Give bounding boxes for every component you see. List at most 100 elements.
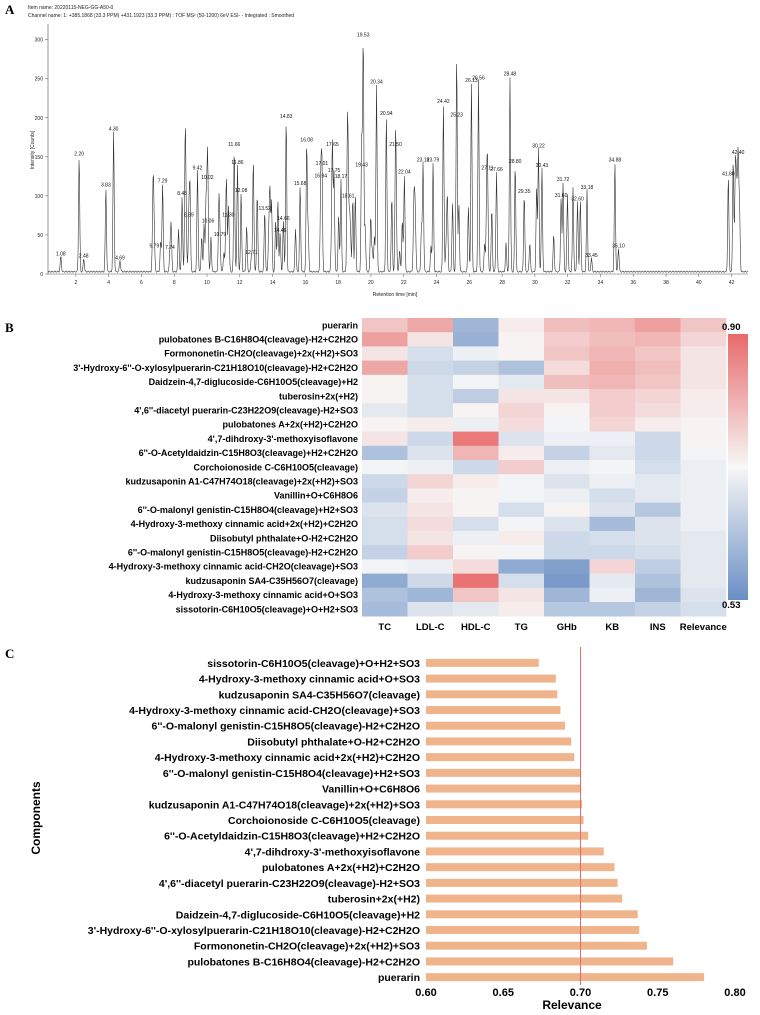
heatmap-cell [680, 403, 727, 418]
peak-label: 17.65 [326, 142, 339, 148]
peak-label: 14.46 [274, 228, 287, 234]
peak-label: 21.50 [389, 142, 402, 148]
relevance-tick-labels: 0.60 0.65 0.70 0.75 0.80 [415, 987, 745, 999]
heatmap-row-label: Formononetin-CH2O(cleavage)+2x(+H2)+SO3 [164, 349, 358, 359]
heatmap-cell [589, 360, 636, 376]
heatmap-row-label: 3'-Hydroxy-6''-O-xylosylpuerarin-C21H18O… [73, 363, 358, 373]
heatmap-cell [362, 332, 408, 347]
heatmap-cell [498, 545, 545, 560]
chromatogram-x-tick-label: 42 [729, 280, 735, 286]
relevance-xlabel: Relevance [542, 998, 602, 1012]
peak-label: 28.48 [504, 72, 517, 78]
peak-label: 12.71 [245, 250, 258, 256]
heatmap-cell [407, 573, 454, 589]
heatmap-cell [635, 587, 681, 603]
heatmap-cell [680, 502, 727, 518]
heatmap-cell [589, 445, 636, 461]
heatmap-column-label: INS [650, 622, 666, 633]
relevance-bar [426, 941, 647, 950]
heatmap-cell [544, 531, 590, 546]
relevance-tick-label: 0.75 [647, 987, 668, 999]
peak-label: 8.89 [184, 212, 194, 218]
peak-label: 23.79 [427, 158, 440, 164]
heatmap-cell [498, 431, 545, 447]
heatmap-cell [635, 445, 681, 461]
chromatogram-x-tick-label: 8 [173, 280, 176, 286]
peak-label: 33.45 [585, 253, 598, 259]
heatmap-cell [407, 587, 454, 603]
relevance-category-label: 4-Hydroxy-3-methoxy cinnamic acid+2x(+H2… [155, 752, 420, 764]
heatmap-cell [544, 602, 590, 617]
heatmap-cell [407, 559, 454, 574]
peak-label: 7.29 [158, 179, 168, 185]
peak-label: 27.11 [481, 165, 493, 171]
relevance-category-label: 6''-O-malonyl genistin-C15H8O5(cleavage)… [152, 721, 420, 733]
heatmap-row-label: Daidzein-4,7-diglucoside-C6H10O5(cleavag… [149, 377, 358, 387]
chromatogram-x-tick-label: 26 [467, 280, 473, 286]
heatmap-cell [407, 502, 454, 518]
heatmap-cell [635, 545, 681, 560]
chromatogram-x-tick-label: 4 [107, 280, 110, 286]
peak-label: 15.68 [294, 181, 307, 187]
chromatogram-x-tick-label: 14 [270, 280, 276, 286]
peak-label: 23.18 [417, 158, 430, 164]
heatmap-cell [589, 602, 636, 617]
heatmap-cell [498, 531, 545, 546]
heatmap-cell [544, 445, 590, 461]
heatmap-cell [498, 559, 545, 574]
heatmap-cell [680, 460, 727, 475]
heatmap-row-label: pulobatones A+2x(+H2)+C2H2O [223, 420, 358, 430]
heatmap-row-label: 6''-O-malonyl genistin-C15H8O5(cleavage)… [128, 548, 358, 558]
peak-label: 11.86 [231, 160, 243, 166]
relevance-bar [426, 878, 618, 887]
heatmap-cell [362, 374, 408, 390]
heatmap-cell [362, 431, 408, 447]
heatmap-cell [407, 602, 454, 617]
relevance-bar [426, 753, 575, 762]
relevance-category-label: puerarin [378, 972, 420, 984]
heatmap-cell [635, 346, 681, 361]
heatmap-cell [407, 431, 454, 447]
heatmap-row-label: sissotorin-C6H10O5(cleavage)+O+H2+SO3 [176, 604, 358, 614]
peak-label: 16.94 [315, 173, 328, 179]
panel-a-label: A [5, 2, 15, 17]
heatmap-cell [589, 502, 636, 518]
relevance-category-label: Diisobutyl phthalate+O-H2+C2H2O [247, 736, 420, 748]
chromatogram-y-tick-label: 100 [35, 194, 44, 200]
heatmap-cell [589, 318, 636, 333]
relevance-category-label: 4',6''-diacetyl puerarin-C23H22O9(cleava… [159, 878, 420, 890]
chromatogram-x-tick-label: 20 [368, 280, 374, 286]
peak-label: 24.42 [437, 99, 450, 105]
chromatogram-x-tick-label: 32 [565, 280, 571, 286]
heatmap-cell [544, 516, 590, 532]
heatmap-cell [453, 360, 499, 376]
heatmap-cell [635, 531, 681, 546]
peak-label: 18.61 [342, 194, 355, 200]
heatmap-cell [407, 488, 454, 503]
heatmap-row-label: Corchoionoside C-C6H10O5(cleavage) [193, 462, 358, 472]
heatmap-cell [453, 417, 499, 432]
heatmap-cell [407, 474, 454, 489]
heatmap-cell [453, 502, 499, 518]
relevance-bars [426, 658, 705, 982]
relevance-bar [426, 973, 705, 982]
heatmap-cell [635, 559, 681, 574]
heatmap-row-label: 4',7-dihdroxy-3'-methoxyisoflavone [208, 434, 358, 444]
relevance-tick-label: 0.70 [570, 987, 591, 999]
chromatogram-x-tick-label: 24 [434, 280, 440, 286]
heatmap-cell [680, 488, 727, 503]
relevance-bar [426, 768, 581, 777]
heatmap-cell [453, 531, 499, 546]
peak-label: 41.80 [722, 172, 735, 178]
heatmap-cell [544, 346, 590, 361]
peak-label: 10.06 [202, 219, 215, 225]
peak-label: 20.94 [380, 111, 393, 117]
heatmap-cell [544, 587, 590, 603]
heatmap-cell [453, 545, 499, 560]
heatmap-column-label: LDL-C [416, 622, 445, 633]
peak-label: 9.42 [193, 165, 203, 171]
heatmap-cell [589, 531, 636, 546]
heatmap-cell [635, 403, 681, 418]
heatmap-cell [498, 360, 545, 376]
peak-label: 13.52 [258, 206, 271, 212]
